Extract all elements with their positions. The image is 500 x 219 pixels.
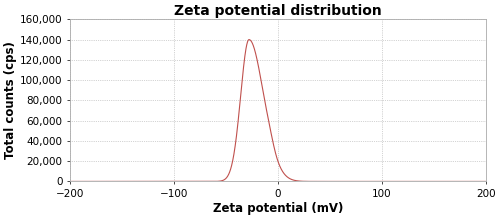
X-axis label: Zeta potential (mV): Zeta potential (mV): [213, 202, 344, 215]
Title: Zeta potential distribution: Zeta potential distribution: [174, 4, 382, 18]
Y-axis label: Total counts (cps): Total counts (cps): [4, 41, 17, 159]
